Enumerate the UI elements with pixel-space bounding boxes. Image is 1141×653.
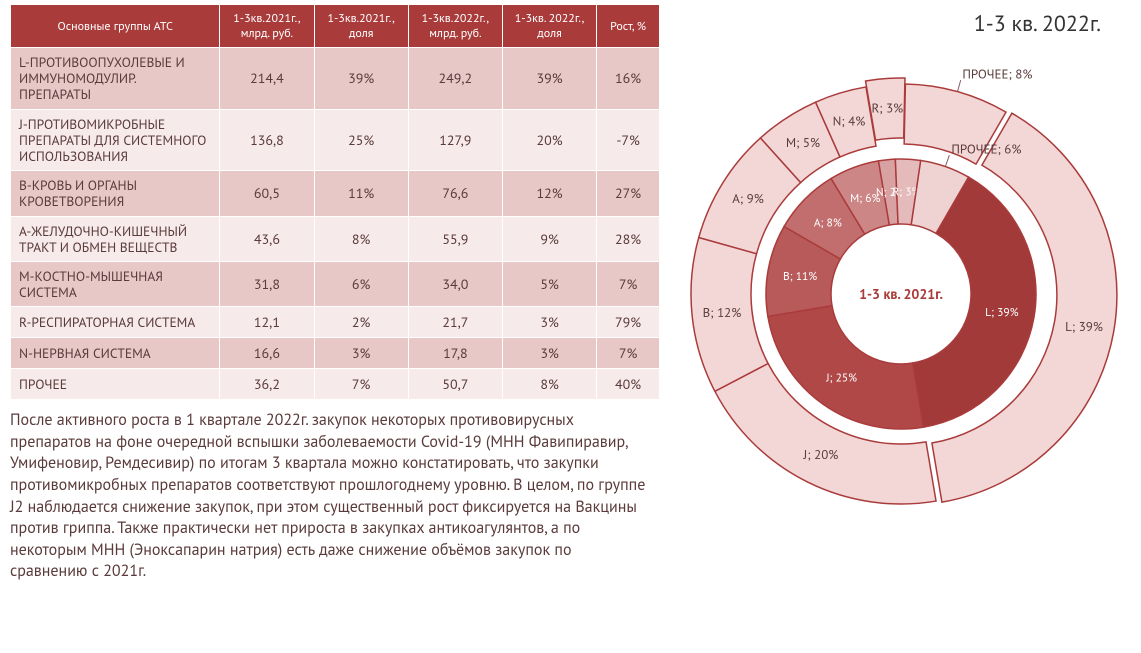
table-cell: 127,9	[408, 109, 502, 171]
table-cell: 31,8	[220, 261, 314, 306]
table-row: R-РЕСПИРАТОРНАЯ СИСТЕМА12,12%21,73%79%	[11, 307, 660, 338]
outer-label-OTHER: ПРОЧЕЕ; 8%	[962, 65, 1032, 82]
table-header: Основные группы АТС	[11, 5, 220, 48]
table-row: L-ПРОТИВООПУХОЛЕВЫЕ И ИММУНОМОДУЛИР. ПРЕ…	[11, 48, 660, 110]
table-cell: 20%	[502, 109, 596, 171]
table-cell: 76,6	[408, 171, 502, 216]
table-cell: 249,2	[408, 48, 502, 110]
table-cell: 3%	[314, 338, 408, 369]
table-row: ПРОЧЕЕ36,27%50,78%40%	[11, 369, 660, 400]
table-cell: 34,0	[408, 261, 502, 306]
table-cell: N-НЕРВНАЯ СИСТЕМА	[11, 338, 220, 369]
outer-label-J: J; 20%	[803, 446, 839, 463]
table-cell: B-КРОВЬ И ОРГАНЫ КРОВЕТВОРЕНИЯ	[11, 171, 220, 216]
outer-label-N: N; 4%	[833, 113, 866, 130]
table-cell: 39%	[314, 48, 408, 110]
table-cell: 36,2	[220, 369, 314, 400]
table-row: M-КОСТНО-МЫШЕЧНАЯ СИСТЕМА31,86%34,05%7%	[11, 261, 660, 306]
table-cell: 7%	[314, 369, 408, 400]
table-cell: 3%	[502, 307, 596, 338]
table-header: 1-3кв.2022г., млрд. руб.	[408, 5, 502, 48]
inner-label-J: J; 25%	[825, 371, 857, 386]
table-cell: 8%	[314, 216, 408, 261]
table-cell: 9%	[502, 216, 596, 261]
table-cell: 7%	[597, 338, 660, 369]
table-cell: M-КОСТНО-МЫШЕЧНАЯ СИСТЕМА	[11, 261, 220, 306]
table-cell: -7%	[597, 109, 660, 171]
atc-table: Основные группы АТС1-3кв.2021г., млрд. р…	[10, 4, 660, 400]
table-cell: 11%	[314, 171, 408, 216]
table-row: N-НЕРВНАЯ СИСТЕМА16,63%17,83%7%	[11, 338, 660, 369]
outer-label-B: B; 12%	[703, 304, 742, 321]
inner-label-OTHER: ПРОЧЕЕ; 6%	[951, 141, 1021, 158]
table-header: Рост, %	[597, 5, 660, 48]
table-cell: 21,7	[408, 307, 502, 338]
note-text: После активного роста в 1 квартале 2022г…	[10, 410, 650, 583]
table-row: B-КРОВЬ И ОРГАНЫ КРОВЕТВОРЕНИЯ60,511%76,…	[11, 171, 660, 216]
table-cell: 60,5	[220, 171, 314, 216]
table-row: J-ПРОТИВОМИКРОБНЫЕ ПРЕПАРАТЫ ДЛЯ СИСТЕМН…	[11, 109, 660, 171]
table-cell: 27%	[597, 171, 660, 216]
inner-label-B: B; 11%	[783, 269, 817, 284]
table-cell: 39%	[502, 48, 596, 110]
table-cell: 43,6	[220, 216, 314, 261]
outer-label-M: M; 5%	[786, 134, 820, 151]
leader-line	[957, 80, 960, 92]
table-cell: 6%	[314, 261, 408, 306]
table-cell: 28%	[597, 216, 660, 261]
table-cell: 3%	[502, 338, 596, 369]
table-cell: J-ПРОТИВОМИКРОБНЫЕ ПРЕПАРАТЫ ДЛЯ СИСТЕМН…	[11, 109, 220, 171]
table-cell: A-ЖЕЛУДОЧНО-КИШЕЧНЫЙ ТРАКТ И ОБМЕН ВЕЩЕС…	[11, 216, 220, 261]
inner-label-L: L; 39%	[985, 305, 1018, 320]
table-cell: 25%	[314, 109, 408, 171]
table-cell: 5%	[502, 261, 596, 306]
table-cell: 79%	[597, 307, 660, 338]
outer-label-A: A; 9%	[732, 190, 764, 207]
table-cell: ПРОЧЕЕ	[11, 369, 220, 400]
table-cell: 8%	[502, 369, 596, 400]
table-cell: R-РЕСПИРАТОРНАЯ СИСТЕМА	[11, 307, 220, 338]
table-cell: 214,4	[220, 48, 314, 110]
table-header: 1-3кв. 2022г., доля	[502, 5, 596, 48]
table-cell: 50,7	[408, 369, 502, 400]
table-cell: L-ПРОТИВООПУХОЛЕВЫЕ И ИММУНОМОДУЛИР. ПРЕ…	[11, 48, 220, 110]
table-header: 1-3кв.2021г., доля	[314, 5, 408, 48]
inner-label-A: A; 8%	[814, 215, 842, 230]
table-cell: 17,8	[408, 338, 502, 369]
table-cell: 12%	[502, 171, 596, 216]
outer-label-R: R; 3%	[872, 99, 904, 116]
leader-line	[945, 155, 949, 166]
outer-label-L: L; 39%	[1065, 318, 1103, 335]
table-cell: 12,1	[220, 307, 314, 338]
table-cell: 55,9	[408, 216, 502, 261]
table-row: A-ЖЕЛУДОЧНО-КИШЕЧНЫЙ ТРАКТ И ОБМЕН ВЕЩЕС…	[11, 216, 660, 261]
table-cell: 40%	[597, 369, 660, 400]
table-cell: 2%	[314, 307, 408, 338]
table-cell: 136,8	[220, 109, 314, 171]
center-label: 1-3 кв. 2021г.	[859, 285, 943, 303]
table-cell: 16,6	[220, 338, 314, 369]
table-cell: 16%	[597, 48, 660, 110]
donut-chart: L; 39% J; 20% B; 12% A; 9% M; 5% N; 4% R; 3% ПР…	[671, 4, 1131, 524]
table-header: 1-3кв.2021г., млрд. руб.	[220, 5, 314, 48]
table-cell: 7%	[597, 261, 660, 306]
